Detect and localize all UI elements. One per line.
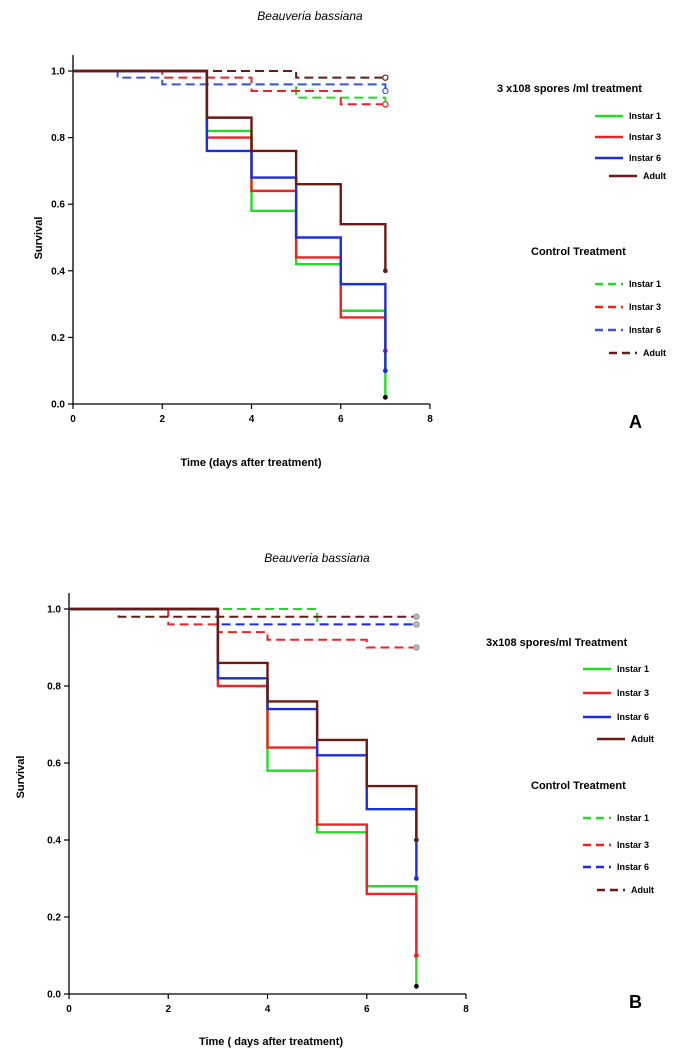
panel-b-treatment-instar-3-line (69, 607, 418, 956)
panel-a-x-tick-label: 4 (249, 414, 255, 425)
panel-a-control-adult-end-marker (382, 74, 389, 81)
panel-b-treatment-instar-3-end-marker (413, 953, 419, 958)
panel-a-y-tick-label: 1.0 (51, 67, 65, 78)
panel-b-legend-control-instar-3-label: Instar 3 (617, 840, 649, 850)
panel-a-x-tick-label: 2 (159, 414, 165, 425)
panel-b-legend-control-adult-label: Adult (631, 885, 654, 895)
panel-a-x-tick-label: 0 (70, 414, 76, 425)
panel-b-y-tick-label: 0.2 (47, 913, 61, 924)
panel-a-title: Beauveria bassiana (257, 9, 363, 23)
panel-a-ylabel: Survival (33, 217, 45, 260)
panel-a-legend-treatment-instar-3-label: Instar 3 (629, 132, 661, 142)
panel-a-control-instar-1-line (73, 70, 387, 105)
panel-b-control-instar-6-end-marker (413, 621, 420, 628)
panel-a-control-instar-6-end-marker (382, 87, 389, 95)
panel-a-xlabel: Time (days after treatment) (180, 457, 321, 469)
panel-a-x-tick-label: 8 (427, 414, 433, 425)
panel-b-x-tick-label: 6 (364, 1004, 370, 1015)
panel-b-label: B (629, 992, 642, 1012)
panel-b-x-tick-label: 8 (463, 1004, 469, 1015)
panel-a-control-adult-line (73, 70, 386, 79)
panel-b-treatment-instar-1-end-marker (413, 983, 419, 989)
panel-a-legend-control-instar-3-label: Instar 3 (629, 302, 661, 312)
panel-a-y-tick-label: 0.6 (51, 200, 65, 211)
panel-b-legend-treatment-adult-label: Adult (631, 734, 654, 744)
panel-b-treatment-instar-6-line (69, 607, 418, 879)
panel-b-y-tick-label: 0.0 (47, 990, 61, 1001)
panel-a-y-tick-label: 0.0 (51, 400, 65, 411)
panel-b-y-tick-label: 1.0 (47, 605, 61, 616)
panel-a-control-instar-6-line (73, 70, 387, 91)
panel-a-treatment-instar-6-line (73, 69, 387, 371)
panel-b-xlabel: Time ( days after treatment) (199, 1036, 343, 1048)
panel-b-legend-treatment-instar-3-label: Instar 3 (617, 688, 649, 698)
panel-b-control-instar-3-line (69, 608, 417, 649)
panel-a-x-tick-label: 6 (338, 414, 344, 425)
panel-b-x-tick-label: 4 (265, 1004, 271, 1015)
panel-a-treatment-adult-end-marker (382, 268, 388, 274)
panel-b-control-adult-end-marker (413, 613, 420, 620)
panel-a-control-instar-3-line (73, 70, 386, 106)
panel-b-legend-treatment-instar-1-label: Instar 1 (617, 664, 649, 674)
panel-b-legend-control-instar-6-label: Instar 6 (617, 862, 649, 872)
panel-b-treatment-adult-end-marker (413, 837, 419, 843)
panel-b-y-tick-label: 0.6 (47, 759, 61, 770)
panel-b-title: Beauveria bassiana (264, 551, 370, 565)
panel-a-legend-control-title: Control Treatment (531, 246, 626, 258)
panel-b-legend-treatment-instar-6-label: Instar 6 (617, 712, 649, 722)
panel-a-treatment-instar-3-line (73, 69, 387, 351)
panel-a-y-tick-label: 0.8 (51, 133, 65, 144)
panel-b-treatment-instar-1-line (69, 607, 418, 987)
panel-a-legend-control-instar-1-label: Instar 1 (629, 279, 661, 289)
panel-a-treatment-instar-1-end-marker (382, 394, 388, 400)
panel-b-control-instar-3-end-marker (413, 644, 420, 651)
panel-a-legend-treatment-title: 3 x108 spores /ml treatment (497, 83, 642, 95)
panel-a-control-instar-3-end-marker (382, 101, 389, 108)
panel-a-treatment-instar-1-line (73, 69, 387, 398)
panel-b-y-tick-label: 0.4 (47, 836, 61, 847)
panel-b-x-tick-label: 0 (66, 1004, 72, 1015)
panel-a-legend-treatment-adult-label: Adult (643, 171, 666, 181)
panel-b-y-tick-label: 0.8 (47, 682, 61, 693)
panel-b-legend-treatment-title: 3x108 spores/ml Treatment (486, 637, 628, 649)
panel-a-legend-treatment-instar-1-label: Instar 1 (629, 111, 661, 121)
panel-a-legend-treatment-instar-6-label: Instar 6 (629, 153, 661, 163)
panel-b-x-tick-label: 2 (165, 1004, 171, 1015)
panel-a-legend-control-instar-6-label: Instar 6 (629, 325, 661, 335)
panel-a-legend-control-adult-label: Adult (643, 348, 666, 358)
panel-a-treatment-adult-line (73, 69, 387, 271)
panel-b-ylabel: Survival (15, 756, 27, 799)
panel-a-y-tick-label: 0.2 (51, 333, 65, 344)
panel-b-treatment-adult-line (69, 607, 418, 840)
panel-a-y-tick-label: 0.4 (51, 266, 65, 277)
panel-a-treatment-instar-6-end-marker (382, 368, 388, 374)
panel-b-legend-control-title: Control Treatment (531, 780, 626, 792)
panel-b-treatment-instar-6-end-marker (413, 876, 419, 881)
panel-b-legend-control-instar-1-label: Instar 1 (617, 813, 649, 823)
panel-a-label: A (629, 412, 642, 432)
